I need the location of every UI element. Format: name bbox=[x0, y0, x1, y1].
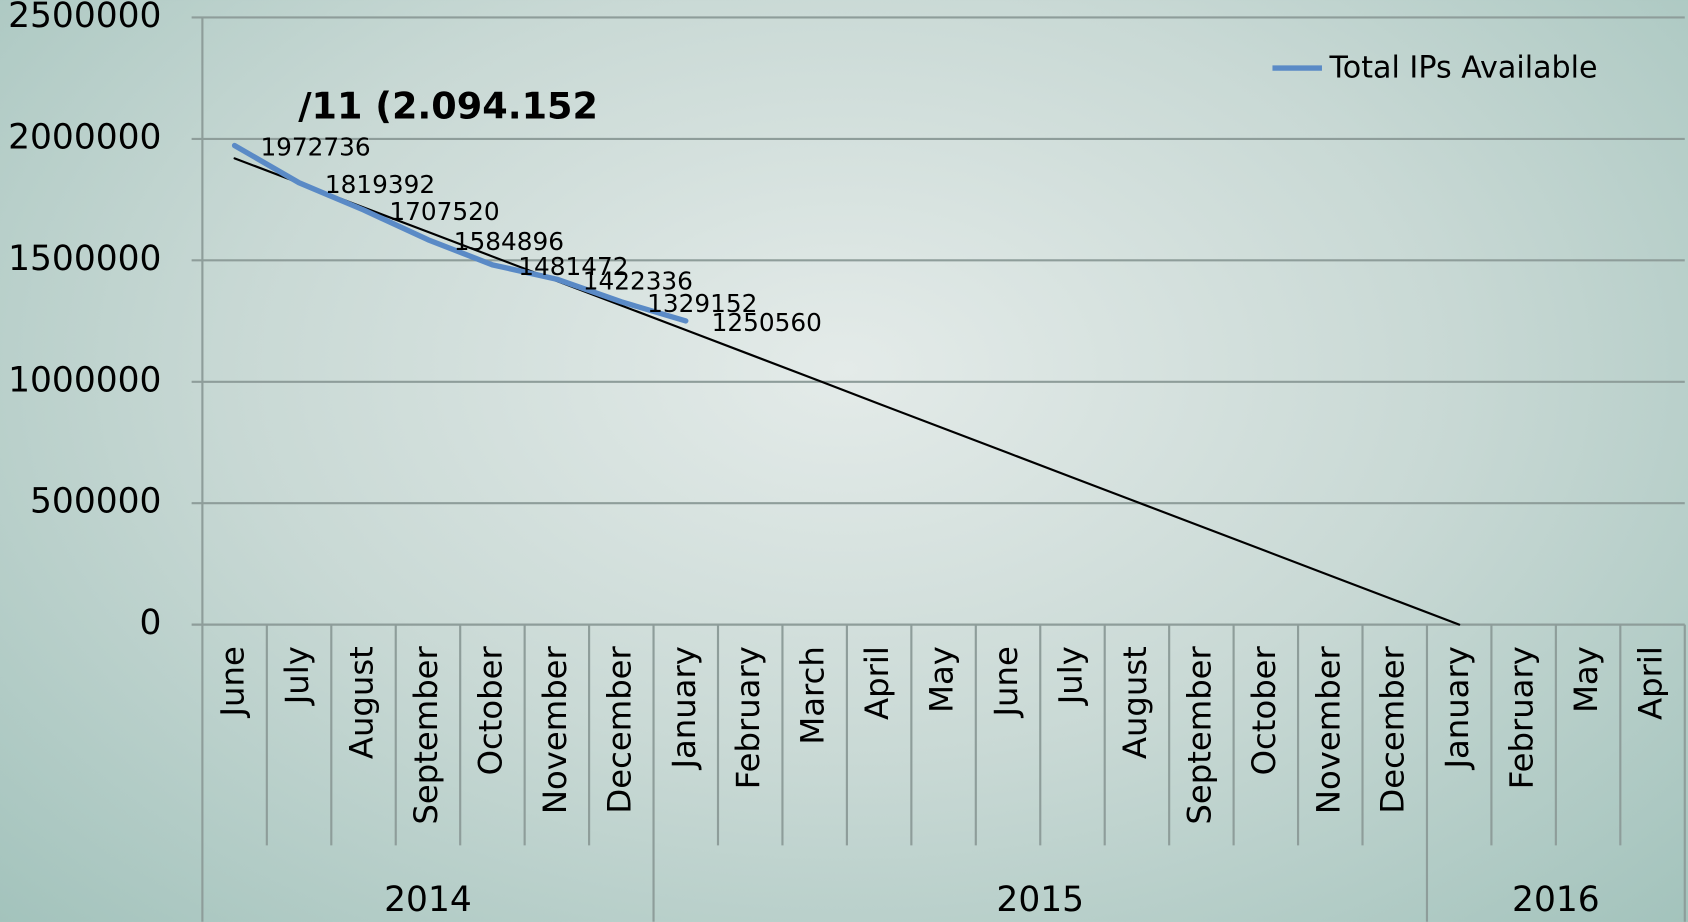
group-label: 2015 bbox=[996, 880, 1084, 920]
x-tick-label: April bbox=[858, 646, 896, 720]
x-tick-label: October bbox=[1245, 645, 1283, 775]
x-tick-label: February bbox=[1503, 646, 1541, 789]
data-label: 1707520 bbox=[389, 197, 499, 226]
x-tick-label: September bbox=[1180, 645, 1218, 824]
y-tick-label: 0 bbox=[140, 603, 162, 643]
x-tick-label: October bbox=[471, 645, 509, 775]
y-tick-label: 500000 bbox=[30, 482, 161, 522]
legend-label: Total IPs Available bbox=[1329, 51, 1598, 86]
x-tick-label: May bbox=[923, 646, 961, 713]
trend-line bbox=[235, 158, 1460, 624]
x-tick-label: June bbox=[987, 646, 1025, 718]
x-tick-label: July bbox=[278, 646, 316, 706]
annotation: /11 (2.094.152 bbox=[298, 84, 598, 127]
y-tick-label: 2000000 bbox=[8, 117, 161, 157]
y-tick-label: 1000000 bbox=[8, 360, 161, 400]
x-tick-label: December bbox=[600, 645, 638, 813]
x-tick-label: November bbox=[536, 645, 574, 814]
x-tick-label: July bbox=[1051, 646, 1089, 706]
data-label: 1819392 bbox=[325, 170, 435, 199]
group-label: 2016 bbox=[1512, 880, 1600, 920]
x-tick-label: November bbox=[1309, 645, 1347, 814]
chart: /11 (2.094.152 0 500000 1000000 1500000 2000… bbox=[0, 0, 1688, 922]
x-tick-label: August bbox=[343, 646, 381, 759]
x-tick-label: February bbox=[729, 646, 767, 789]
x-tick-label: December bbox=[1374, 645, 1412, 813]
x-tick-label: June bbox=[214, 646, 252, 718]
page: /11 (2.094.152 0 500000 1000000 1500000 2000… bbox=[0, 0, 1688, 922]
y-tick-label: 2500000 bbox=[8, 0, 161, 36]
data-label: 1972736 bbox=[260, 133, 370, 162]
x-tick-label: April bbox=[1632, 646, 1670, 720]
x-tick-label: August bbox=[1116, 646, 1154, 759]
x-tick-label: January bbox=[665, 646, 703, 770]
group-label: 2014 bbox=[384, 880, 472, 920]
x-tick-label: May bbox=[1567, 646, 1605, 713]
data-label: 1250560 bbox=[712, 308, 822, 337]
x-tick-label: January bbox=[1438, 646, 1476, 770]
x-tick-label: September bbox=[407, 645, 445, 824]
y-tick-label: 1500000 bbox=[8, 239, 161, 279]
x-tick-label: March bbox=[794, 646, 832, 744]
